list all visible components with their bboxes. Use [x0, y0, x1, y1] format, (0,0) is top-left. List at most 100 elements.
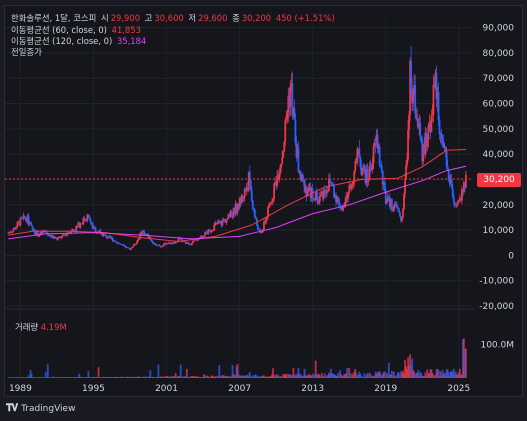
volume-bar	[9, 377, 12, 378]
volume-bar	[403, 373, 405, 378]
volume-bar	[279, 376, 282, 378]
candle-body	[224, 219, 227, 223]
volume-bar	[185, 368, 188, 378]
candle-body	[452, 196, 455, 202]
symbol-title[interactable]: 한화솔루션, 1달, 코스피	[11, 13, 97, 23]
candle-body	[464, 182, 466, 188]
volume-bar	[347, 377, 350, 378]
candle-body	[344, 201, 347, 207]
volume-bar	[199, 377, 201, 378]
volume-bar	[455, 374, 458, 378]
candle-body	[311, 188, 314, 200]
volume-bar	[32, 377, 35, 378]
volume-bar	[407, 357, 409, 378]
candle-body	[301, 174, 304, 179]
candle-body	[14, 227, 17, 230]
volume-bar	[402, 370, 404, 378]
volume-bar	[327, 375, 329, 378]
candle-body	[446, 166, 449, 170]
volume-bar	[409, 354, 412, 378]
volume-bar	[156, 376, 159, 378]
candle-body	[460, 188, 463, 201]
candle-body	[303, 179, 306, 193]
candle-body	[320, 191, 323, 195]
candle-body	[26, 215, 29, 222]
volume-bar	[97, 367, 100, 378]
volume-bar	[58, 377, 60, 378]
tv-logo-icon[interactable]: 𝐓𝐕	[6, 403, 18, 414]
candle-body	[274, 181, 277, 184]
candle-body	[150, 240, 153, 241]
ma60-legend[interactable]: 이동평균선 (60, close, 0) 41,853	[11, 25, 143, 37]
candle-body	[312, 198, 315, 200]
candle-body	[340, 206, 342, 209]
volume-bar	[263, 375, 265, 378]
volume-bar	[310, 375, 313, 378]
volume-bar	[444, 375, 447, 378]
candle-body	[243, 189, 246, 198]
volume-bar	[354, 369, 357, 378]
volume-legend[interactable]: 거래량 4.19M	[15, 321, 67, 333]
candle-body	[299, 171, 302, 181]
volume-bar	[290, 377, 293, 378]
change-value: 450 (+1.51%)	[275, 13, 335, 23]
candle-body	[379, 164, 382, 166]
brand-name[interactable]: TradingView	[21, 403, 76, 414]
candle-body	[277, 175, 280, 180]
prev-close-legend[interactable]: 전일종가	[11, 47, 44, 59]
candle-body	[296, 148, 299, 158]
volume-bar	[321, 376, 324, 378]
candle-body	[79, 223, 82, 228]
volume-bar	[295, 375, 298, 378]
candle-body	[288, 95, 291, 107]
candle-body	[23, 215, 26, 219]
volume-bar	[268, 376, 270, 378]
volume-bar	[239, 375, 242, 378]
candle-body	[52, 236, 55, 239]
volume-bar	[441, 369, 444, 378]
volume-bar	[101, 377, 104, 378]
candle-body	[223, 219, 226, 221]
candle-body	[337, 196, 339, 200]
volume-bar	[384, 376, 387, 378]
volume-bar	[222, 375, 225, 378]
price-tick-label: 50,000	[483, 125, 515, 135]
candles	[7, 46, 467, 251]
open-value: 29,900	[110, 13, 141, 23]
volume-bar	[394, 376, 397, 378]
volume-bar	[180, 377, 183, 378]
volume-bar	[183, 376, 186, 378]
volume-bar	[284, 375, 287, 378]
volume-bar	[57, 377, 59, 378]
candle-body	[87, 214, 90, 217]
ma120-legend[interactable]: 이동평균선 (120, close, 0) 35,184	[11, 36, 148, 48]
candle-body	[40, 231, 43, 234]
candle-body	[389, 198, 392, 207]
time-axis[interactable]: 1989 1995 2001 2007 2013 2019 2025	[9, 384, 470, 394]
candle-body	[100, 233, 103, 235]
volume-bar	[206, 375, 209, 378]
candle-body	[283, 141, 286, 152]
volume-bar	[283, 373, 286, 378]
candle-body	[117, 242, 120, 244]
volume-bar	[433, 376, 436, 378]
volume-bar	[187, 377, 190, 378]
volume-bar	[234, 375, 237, 378]
volume-bar	[424, 372, 427, 378]
volume-bar	[342, 375, 345, 378]
candle-body	[77, 222, 80, 226]
volume-bar	[165, 376, 168, 378]
candle-body	[47, 234, 50, 236]
volume-bar	[323, 373, 326, 378]
candle-body	[25, 218, 28, 222]
volume-bar	[309, 376, 312, 378]
price-chart[interactable]: 90,00080,00070,00060,00050,00040,00030,0…	[5, 6, 522, 396]
candle-body	[428, 121, 431, 127]
volume-bar	[55, 377, 57, 378]
volume-bar	[237, 374, 240, 378]
volume-bar	[304, 374, 307, 378]
candle-body	[151, 240, 154, 243]
volume-bar	[211, 375, 214, 378]
volume-bar	[20, 377, 23, 378]
ma60-line	[8, 149, 467, 243]
